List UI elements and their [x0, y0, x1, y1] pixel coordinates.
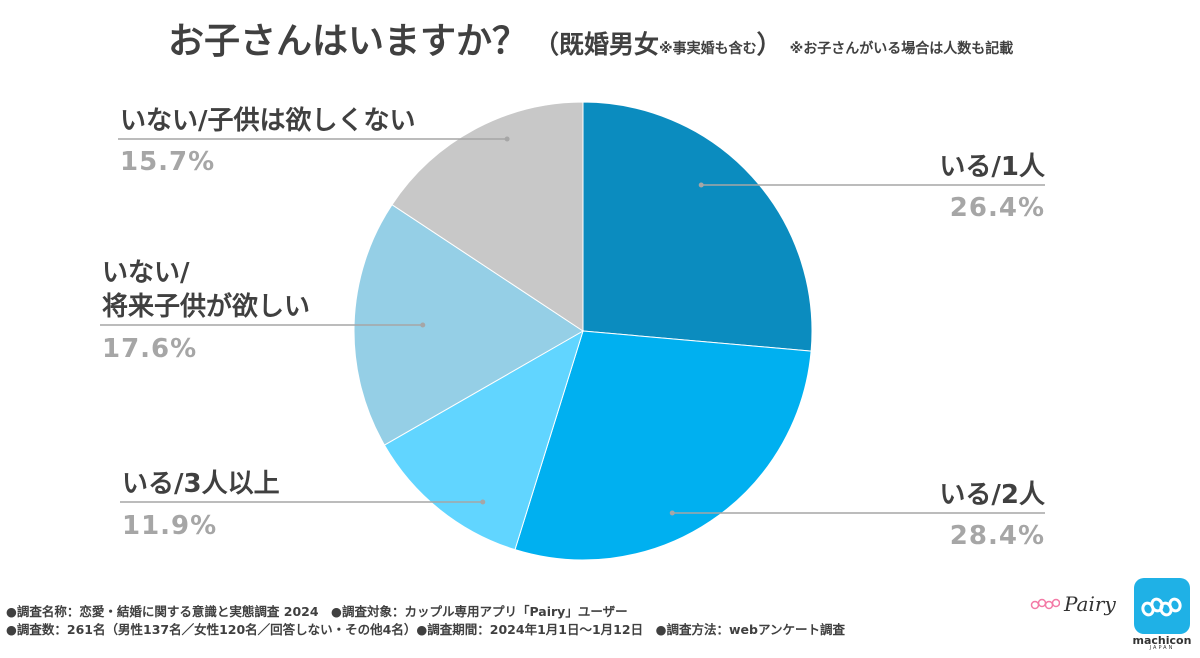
chart-title: お子さんはいますか？ （既婚男女 ※事実婚も含む ） ※お子さんがいる場合は人数…	[168, 12, 1013, 64]
slice-value-label: 15.7%	[120, 147, 215, 177]
slice-label: 将来子供が欲しい	[102, 291, 310, 322]
pie-slice	[353, 203, 584, 446]
pie-slice	[582, 101, 813, 352]
slice-label: いない/子供は欲しくない	[120, 106, 416, 136]
pairy-mark-icon	[1030, 598, 1060, 610]
slice-label: いる/2人	[939, 480, 1045, 510]
title-main: お子さんはいますか？	[168, 21, 529, 62]
title-sub-note: ※事実婚も含む	[659, 41, 757, 57]
pie-slice	[383, 329, 584, 551]
leader-dot	[669, 510, 675, 516]
machicon-wordmark: machicon	[1132, 634, 1192, 647]
slice-value-label: 11.9%	[122, 511, 217, 541]
slice-value-label: 17.6%	[102, 334, 197, 364]
machicon-sub: JAPAN	[1149, 645, 1175, 651]
slice-value-label: 26.4%	[950, 193, 1045, 223]
title-sub-close: ）	[756, 30, 782, 59]
machicon-mark-icon	[1134, 578, 1190, 634]
machicon-logo: machicon JAPAN	[1130, 578, 1194, 651]
leader-dot	[480, 499, 486, 505]
title-sub-open: （既婚男女	[534, 30, 660, 59]
pie-slice	[514, 330, 812, 561]
slice-label: いない/	[102, 258, 190, 288]
pairy-wordmark: Pairy	[1064, 592, 1116, 616]
title-note: ※お子さんがいる場合は人数も記載	[789, 41, 1014, 57]
slice-label: いる/3人以上	[122, 469, 280, 499]
footer-line-2: ●調査数：261名（男性137名／女性120名／回答しない・その他4名）●調査期…	[6, 622, 845, 637]
pairy-logo: Pairy	[1030, 592, 1116, 616]
leader-dot	[420, 322, 426, 328]
slice-label: いる/1人	[939, 152, 1045, 182]
leader-dot	[504, 136, 510, 142]
footer-line-1: ●調査名称：恋愛・結婚に関する意識と実態調査 2024 ●調査対象：カップル専用…	[6, 604, 628, 619]
slice-value-label: 28.4%	[950, 521, 1045, 551]
pie-slice	[391, 101, 584, 332]
leader-dot	[698, 182, 704, 188]
